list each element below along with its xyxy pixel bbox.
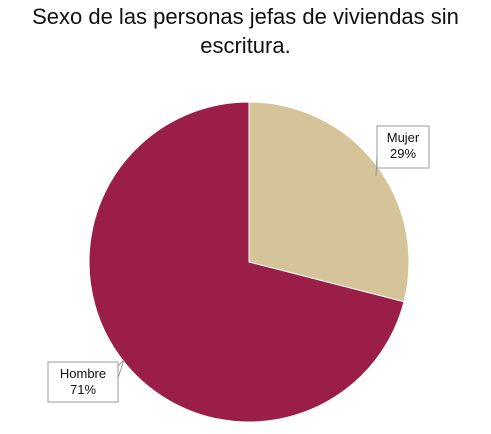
pie-slice-hombre bbox=[88, 101, 405, 423]
chart-title-line-2: escritura. bbox=[200, 33, 291, 58]
slice-value-mujer: 29% bbox=[390, 146, 416, 161]
slice-value-hombre: 71% bbox=[70, 382, 96, 397]
chart-title: Sexo de las personas jefas de viviendas … bbox=[0, 2, 491, 60]
chart-title-line-1: Sexo de las personas jefas de viviendas … bbox=[32, 4, 459, 29]
pie-slice-mujer bbox=[248, 101, 410, 303]
slice-label-hombre: Hombre bbox=[60, 366, 106, 381]
slice-label-mujer: Mujer bbox=[387, 130, 420, 145]
